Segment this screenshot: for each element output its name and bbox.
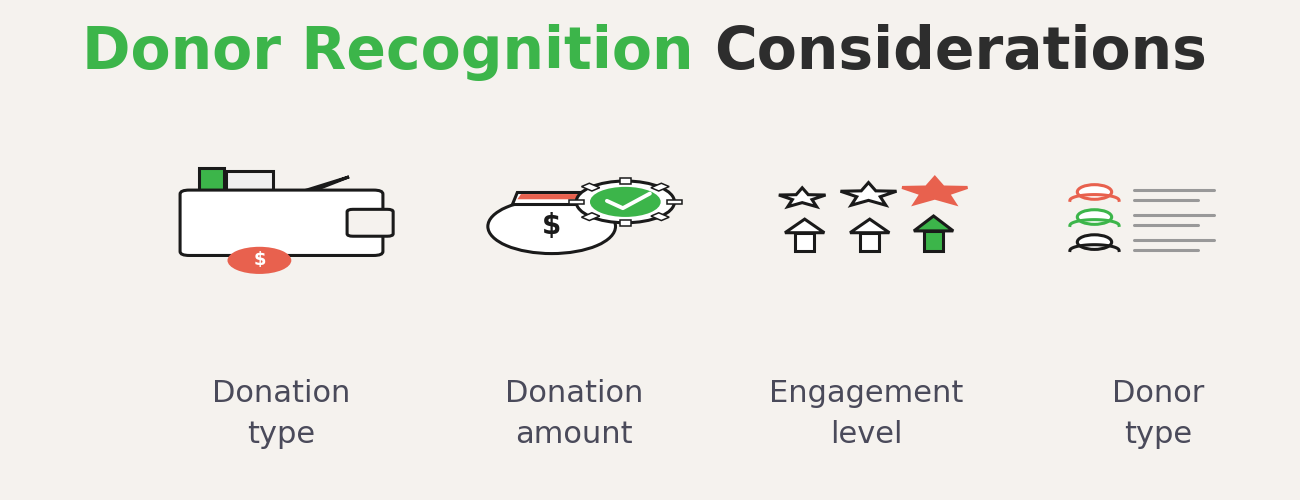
Polygon shape [914,216,953,231]
Text: Donor
type: Donor type [1112,380,1205,449]
Polygon shape [651,213,670,220]
Circle shape [590,187,660,217]
Polygon shape [779,188,826,206]
Circle shape [576,181,675,223]
Polygon shape [512,192,592,204]
Text: Considerations: Considerations [714,24,1206,81]
Polygon shape [581,213,599,220]
Text: $: $ [542,212,562,240]
Bar [199,168,224,196]
FancyBboxPatch shape [347,210,393,236]
Polygon shape [651,184,670,191]
Polygon shape [841,182,897,205]
Bar [861,232,879,252]
Polygon shape [785,219,824,232]
Circle shape [488,200,615,254]
Text: Donor Recognition: Donor Recognition [82,24,714,81]
Text: Donation
type: Donation type [212,380,351,449]
Circle shape [1078,235,1112,250]
Polygon shape [620,178,630,184]
Polygon shape [667,200,681,204]
Text: $: $ [254,252,265,270]
Bar [924,231,942,252]
Circle shape [227,247,291,274]
Polygon shape [902,178,967,204]
Bar [796,232,814,252]
Circle shape [1078,210,1112,224]
Polygon shape [581,184,599,191]
Polygon shape [294,177,348,194]
Polygon shape [569,200,584,204]
Text: Engagement
level: Engagement level [768,380,963,449]
Polygon shape [620,220,630,226]
Polygon shape [517,194,586,200]
Polygon shape [850,219,889,232]
FancyBboxPatch shape [181,190,384,256]
Text: Donation
amount: Donation amount [504,380,644,449]
Bar [226,171,273,194]
Circle shape [1078,184,1112,200]
